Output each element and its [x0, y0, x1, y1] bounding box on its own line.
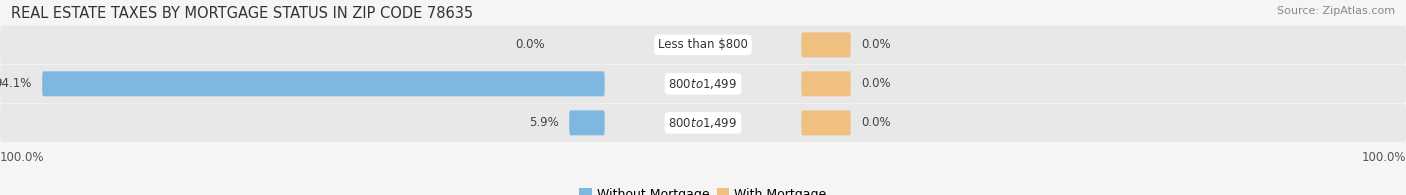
Text: REAL ESTATE TAXES BY MORTGAGE STATUS IN ZIP CODE 78635: REAL ESTATE TAXES BY MORTGAGE STATUS IN … — [11, 6, 474, 21]
Text: 0.0%: 0.0% — [515, 38, 546, 51]
FancyBboxPatch shape — [801, 71, 851, 96]
Text: $800 to $1,499: $800 to $1,499 — [668, 77, 738, 91]
Text: 0.0%: 0.0% — [860, 77, 891, 90]
Text: 94.1%: 94.1% — [0, 77, 32, 90]
FancyBboxPatch shape — [801, 110, 851, 135]
FancyBboxPatch shape — [42, 71, 605, 96]
Text: 5.9%: 5.9% — [529, 116, 558, 129]
FancyBboxPatch shape — [801, 32, 851, 57]
Text: Source: ZipAtlas.com: Source: ZipAtlas.com — [1277, 6, 1395, 16]
FancyBboxPatch shape — [0, 65, 1406, 103]
Text: Less than $800: Less than $800 — [658, 38, 748, 51]
Text: 0.0%: 0.0% — [860, 116, 891, 129]
FancyBboxPatch shape — [569, 110, 605, 135]
Text: 0.0%: 0.0% — [860, 38, 891, 51]
FancyBboxPatch shape — [0, 104, 1406, 142]
Text: $800 to $1,499: $800 to $1,499 — [668, 116, 738, 130]
FancyBboxPatch shape — [0, 26, 1406, 64]
Legend: Without Mortgage, With Mortgage: Without Mortgage, With Mortgage — [574, 183, 832, 195]
Text: 100.0%: 100.0% — [0, 151, 45, 164]
Text: 100.0%: 100.0% — [1361, 151, 1406, 164]
